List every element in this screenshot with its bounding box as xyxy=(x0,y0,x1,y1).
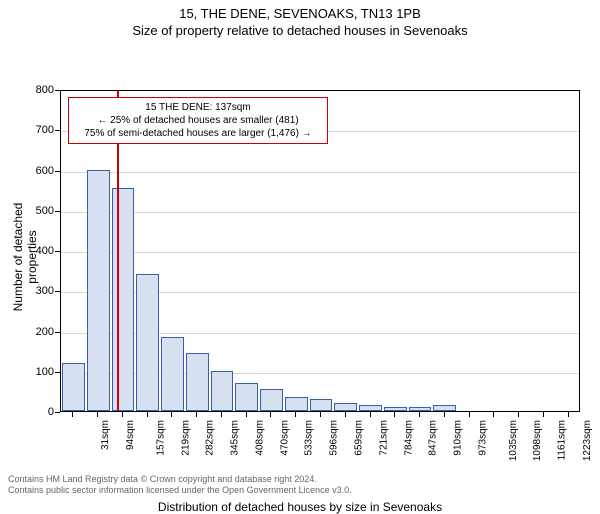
histogram-bar xyxy=(409,407,432,411)
histogram-bar xyxy=(334,403,357,411)
histogram-bar xyxy=(186,353,209,411)
x-tick-mark xyxy=(196,412,197,417)
y-tick-label: 600 xyxy=(24,165,54,177)
footer-line: Contains public sector information licen… xyxy=(8,485,352,496)
x-tick-label: 533sqm xyxy=(304,420,315,456)
y-tick-label: 400 xyxy=(24,245,54,257)
y-tick-mark xyxy=(55,251,60,252)
x-tick-label: 1161sqm xyxy=(557,420,568,460)
annotation-line: ← 25% of detached houses are smaller (48… xyxy=(75,114,321,127)
histogram-bar xyxy=(136,274,159,411)
x-tick-label: 1035sqm xyxy=(508,420,519,461)
x-tick-mark xyxy=(543,412,544,417)
y-tick-label: 500 xyxy=(24,205,54,217)
y-tick-label: 200 xyxy=(24,326,54,338)
histogram-bar xyxy=(285,397,308,411)
x-tick-label: 1223sqm xyxy=(582,420,593,461)
annotation-line: 75% of semi-detached houses are larger (… xyxy=(75,127,321,140)
x-tick-label: 659sqm xyxy=(354,420,365,456)
x-tick-mark xyxy=(221,412,222,417)
y-tick-mark xyxy=(55,291,60,292)
x-tick-mark xyxy=(370,412,371,417)
x-tick-mark xyxy=(320,412,321,417)
histogram-chart: Number of detached properties 15 THE DEN… xyxy=(0,42,600,452)
x-tick-label: 31sqm xyxy=(100,420,111,450)
x-tick-label: 784sqm xyxy=(403,420,414,456)
y-tick-mark xyxy=(55,372,60,373)
x-tick-mark xyxy=(270,412,271,417)
histogram-bar xyxy=(433,405,456,411)
footer-attribution: Contains HM Land Registry data © Crown c… xyxy=(8,474,352,497)
histogram-bar xyxy=(310,399,333,411)
x-tick-label: 847sqm xyxy=(428,420,439,456)
histogram-bar xyxy=(260,389,283,411)
gridline xyxy=(61,172,579,173)
gridline xyxy=(61,252,579,253)
x-tick-mark xyxy=(518,412,519,417)
y-tick-mark xyxy=(55,211,60,212)
x-tick-mark xyxy=(147,412,148,417)
x-tick-mark xyxy=(568,412,569,417)
histogram-bar xyxy=(112,188,135,411)
x-tick-label: 973sqm xyxy=(477,420,488,456)
x-tick-mark xyxy=(419,412,420,417)
x-tick-mark xyxy=(469,412,470,417)
x-tick-label: 470sqm xyxy=(279,420,290,456)
histogram-bar xyxy=(87,170,110,412)
footer-line: Contains HM Land Registry data © Crown c… xyxy=(8,474,352,485)
x-tick-mark xyxy=(345,412,346,417)
y-tick-mark xyxy=(55,332,60,333)
y-tick-mark xyxy=(55,171,60,172)
y-tick-label: 700 xyxy=(24,124,54,136)
x-tick-label: 408sqm xyxy=(255,420,266,456)
histogram-bar xyxy=(384,407,407,411)
y-tick-label: 100 xyxy=(24,366,54,378)
y-tick-mark xyxy=(55,90,60,91)
x-tick-label: 721sqm xyxy=(378,420,389,456)
x-tick-mark xyxy=(122,412,123,417)
x-axis-label: Distribution of detached houses by size … xyxy=(0,500,600,514)
x-tick-mark xyxy=(97,412,98,417)
x-tick-label: 910sqm xyxy=(453,420,464,456)
page-title-line2: Size of property relative to detached ho… xyxy=(0,21,600,42)
histogram-bar xyxy=(62,363,85,411)
x-tick-label: 345sqm xyxy=(230,420,241,456)
x-tick-mark xyxy=(444,412,445,417)
histogram-bar xyxy=(211,371,234,411)
page-title-line1: 15, THE DENE, SEVENOAKS, TN13 1PB xyxy=(0,0,600,21)
x-tick-mark xyxy=(171,412,172,417)
x-tick-label: 94sqm xyxy=(125,420,136,450)
histogram-bar xyxy=(359,405,382,411)
y-tick-label: 0 xyxy=(24,406,54,418)
x-tick-mark xyxy=(493,412,494,417)
x-tick-mark xyxy=(246,412,247,417)
property-annotation: 15 THE DENE: 137sqm ← 25% of detached ho… xyxy=(68,97,328,144)
x-tick-label: 157sqm xyxy=(155,420,166,456)
annotation-line: 15 THE DENE: 137sqm xyxy=(75,101,321,114)
y-tick-label: 300 xyxy=(24,285,54,297)
x-tick-label: 219sqm xyxy=(180,420,191,456)
x-tick-mark xyxy=(394,412,395,417)
histogram-bar xyxy=(161,337,184,411)
gridline xyxy=(61,212,579,213)
x-tick-label: 282sqm xyxy=(205,420,216,456)
x-tick-label: 1098sqm xyxy=(532,420,543,461)
x-tick-mark xyxy=(72,412,73,417)
y-tick-mark xyxy=(55,412,60,413)
y-tick-mark xyxy=(55,130,60,131)
x-tick-mark xyxy=(295,412,296,417)
y-tick-label: 800 xyxy=(24,84,54,96)
histogram-bar xyxy=(235,383,258,411)
x-tick-label: 596sqm xyxy=(329,420,340,456)
